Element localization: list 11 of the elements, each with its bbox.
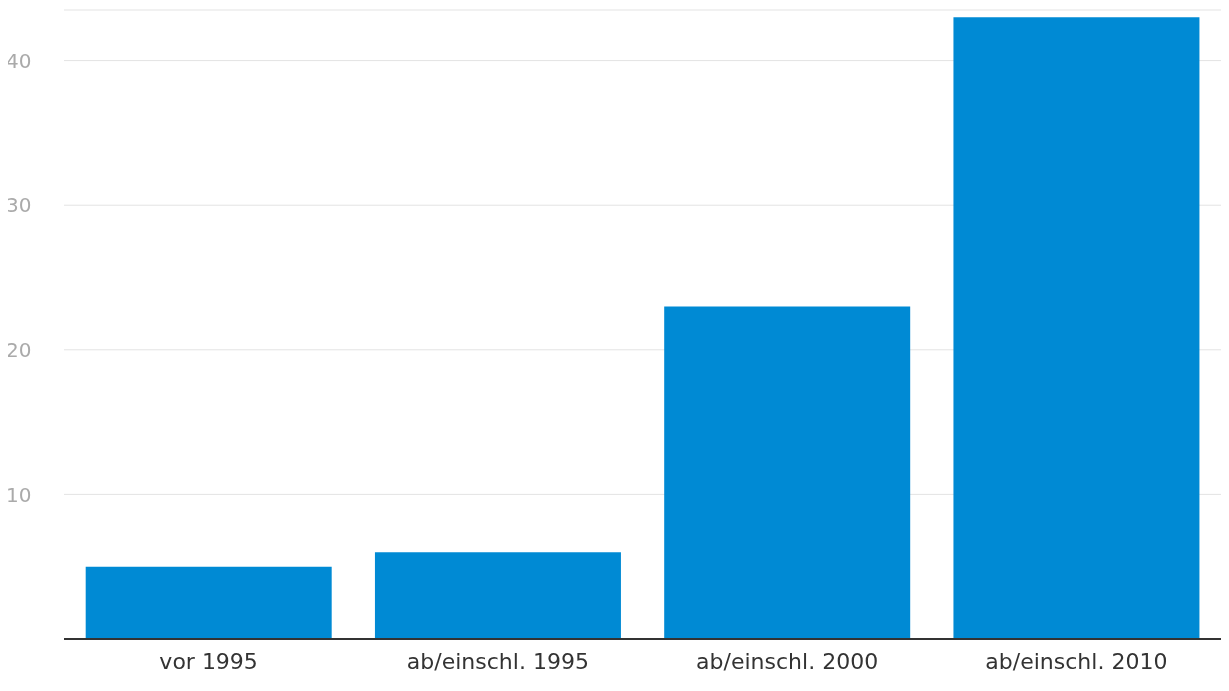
- x-tick-label: vor 1995: [159, 648, 258, 674]
- x-tick-label: ab/einschl. 2000: [696, 648, 879, 674]
- x-tick-label: ab/einschl. 2010: [985, 648, 1168, 674]
- bar: [953, 17, 1200, 639]
- y-tick-label: 20: [6, 337, 32, 362]
- y-tick-label: 10: [6, 482, 32, 507]
- x-tick-label: ab/einschl. 1995: [406, 648, 589, 674]
- y-tick-label: 30: [6, 193, 32, 218]
- bar: [664, 306, 911, 639]
- bar: [85, 566, 332, 639]
- bar: [374, 552, 621, 639]
